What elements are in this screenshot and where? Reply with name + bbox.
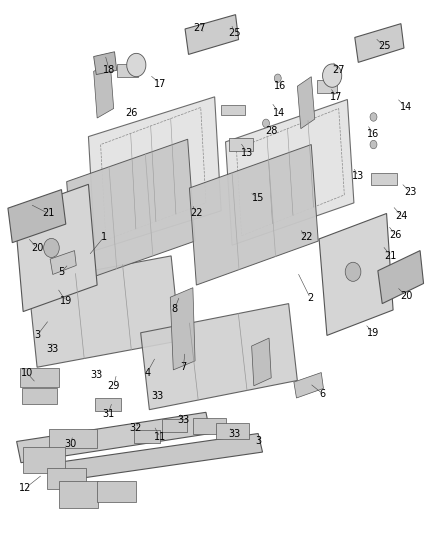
Text: 16: 16 [367, 129, 380, 139]
Bar [47, 468, 86, 489]
Text: 29: 29 [107, 381, 120, 391]
Bar [117, 64, 138, 77]
Circle shape [370, 140, 377, 149]
Polygon shape [50, 251, 76, 274]
Bar [22, 389, 57, 405]
Text: 33: 33 [228, 429, 240, 439]
Text: 28: 28 [265, 126, 277, 136]
Text: 17: 17 [154, 78, 166, 88]
Text: 27: 27 [193, 23, 206, 33]
Text: 4: 4 [144, 368, 150, 377]
Bar [59, 481, 99, 508]
Polygon shape [17, 413, 210, 463]
Text: 32: 32 [129, 423, 141, 433]
Text: 20: 20 [400, 290, 412, 301]
Circle shape [274, 74, 281, 83]
Text: 10: 10 [21, 368, 33, 377]
Bar [221, 105, 245, 115]
Polygon shape [170, 288, 195, 370]
Polygon shape [141, 304, 297, 410]
Polygon shape [28, 256, 180, 367]
Text: 17: 17 [330, 92, 343, 102]
Text: 14: 14 [400, 102, 412, 112]
Bar [134, 430, 160, 442]
Polygon shape [226, 100, 354, 245]
Polygon shape [56, 433, 262, 481]
Text: 18: 18 [103, 66, 116, 75]
Text: 1: 1 [101, 232, 107, 243]
Text: 7: 7 [180, 362, 187, 372]
Circle shape [322, 64, 342, 87]
Text: 30: 30 [64, 439, 76, 449]
Text: 22: 22 [300, 232, 312, 243]
Bar [229, 138, 253, 151]
Polygon shape [14, 184, 97, 312]
Text: 25: 25 [378, 42, 391, 52]
Polygon shape [88, 97, 221, 251]
Polygon shape [94, 62, 114, 118]
Circle shape [44, 238, 59, 257]
Polygon shape [67, 139, 195, 284]
Text: 26: 26 [389, 230, 402, 240]
Bar [193, 418, 226, 433]
Text: 31: 31 [102, 409, 114, 419]
Text: 19: 19 [367, 328, 380, 338]
Polygon shape [189, 144, 318, 285]
Bar [23, 447, 65, 473]
Text: 21: 21 [385, 251, 397, 261]
Text: 13: 13 [241, 148, 254, 158]
Text: 6: 6 [319, 389, 325, 399]
Text: 33: 33 [90, 370, 102, 380]
Polygon shape [297, 77, 315, 128]
Bar [49, 429, 97, 448]
Circle shape [370, 113, 377, 121]
Text: 11: 11 [154, 432, 166, 442]
Text: 33: 33 [177, 415, 190, 425]
Text: 8: 8 [172, 304, 178, 314]
Bar [371, 173, 397, 185]
Bar [318, 80, 336, 93]
Text: 25: 25 [228, 28, 240, 38]
Circle shape [127, 53, 146, 77]
Bar [215, 423, 249, 439]
Text: 33: 33 [46, 344, 59, 354]
Polygon shape [94, 52, 117, 75]
Polygon shape [185, 14, 239, 54]
Text: 16: 16 [274, 81, 286, 91]
Text: 3: 3 [34, 330, 40, 341]
Text: 21: 21 [42, 208, 55, 219]
Text: 12: 12 [19, 483, 32, 493]
Text: 19: 19 [60, 296, 72, 306]
Polygon shape [319, 214, 393, 335]
Circle shape [262, 119, 269, 127]
Text: 22: 22 [190, 208, 203, 219]
Text: 3: 3 [255, 437, 261, 447]
Text: 15: 15 [252, 192, 265, 203]
Text: 23: 23 [404, 187, 417, 197]
Polygon shape [8, 190, 66, 243]
Polygon shape [294, 373, 323, 398]
Bar [20, 368, 59, 387]
Text: 26: 26 [125, 108, 137, 118]
Text: 2: 2 [307, 293, 314, 303]
Polygon shape [252, 338, 271, 386]
Bar [162, 419, 187, 432]
Circle shape [345, 262, 361, 281]
Text: 27: 27 [332, 66, 345, 75]
Text: 24: 24 [396, 211, 408, 221]
Text: 33: 33 [151, 391, 163, 401]
Bar [97, 481, 136, 503]
Polygon shape [355, 23, 404, 62]
Text: 20: 20 [31, 243, 43, 253]
Text: 13: 13 [352, 172, 364, 181]
Text: 5: 5 [58, 267, 64, 277]
Text: 14: 14 [273, 108, 285, 118]
Bar [95, 398, 121, 411]
Polygon shape [378, 251, 424, 304]
